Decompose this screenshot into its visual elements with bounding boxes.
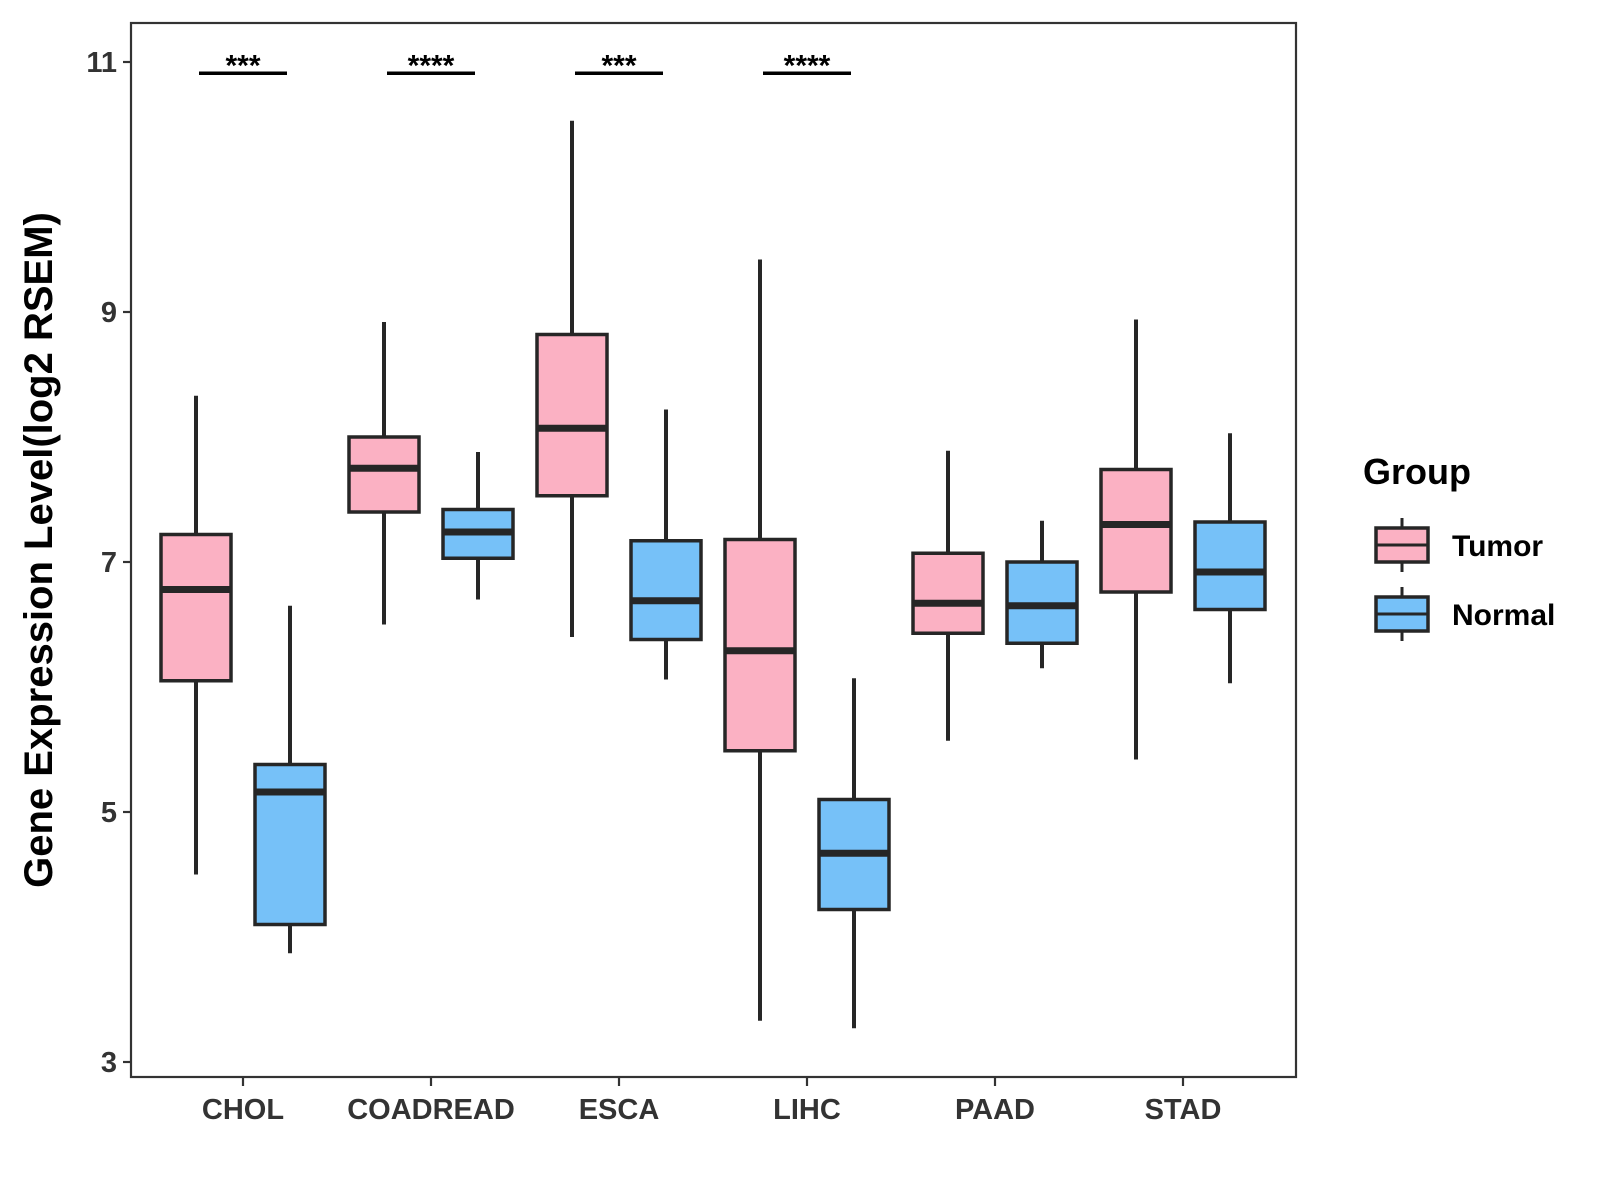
y-tick-label: 5 (101, 797, 117, 829)
y-tick-label: 3 (101, 1047, 117, 1079)
box-body (1193, 520, 1267, 612)
box-tumor-esca (535, 120, 609, 637)
significance-label: *** (225, 49, 260, 82)
box-body (159, 532, 233, 683)
legend: Group Tumor Normal (1363, 451, 1555, 641)
y-tick-label: 9 (101, 297, 117, 329)
box-normal-lihc (817, 678, 891, 1029)
y-axis: 3 5 7 9 11 (86, 47, 131, 1079)
box-tumor-stad (1099, 319, 1173, 760)
legend-label-normal: Normal (1452, 599, 1555, 632)
x-tick-label: ESCA (579, 1094, 660, 1126)
box-body (1099, 467, 1173, 594)
box-normal-coadread (441, 452, 515, 600)
x-tick-label: CHOL (202, 1094, 284, 1126)
box-tumor-paad (911, 450, 985, 741)
box-normal-paad (1005, 520, 1079, 669)
x-tick-label: COADREAD (347, 1094, 515, 1126)
legend-label-tumor: Tumor (1452, 530, 1543, 563)
box-normal-stad (1193, 433, 1267, 684)
x-tick-label: LIHC (773, 1094, 841, 1126)
significance-label: **** (784, 49, 831, 82)
box-tumor-lihc (723, 259, 797, 1021)
box-body (535, 332, 609, 498)
y-axis-title: Gene Expression Level(log2 RSEM) (17, 212, 61, 888)
x-tick-label: STAD (1145, 1094, 1222, 1126)
significance-label: **** (408, 49, 455, 82)
y-tick-label: 7 (101, 547, 117, 579)
box-series (159, 120, 1267, 1029)
box-body (723, 537, 797, 753)
significance-annotations: *** **** *** **** (199, 49, 851, 82)
box-tumor-coadread (347, 322, 421, 625)
box-body (629, 539, 703, 642)
x-axis: CHOL COADREAD ESCA LIHC PAAD STAD (202, 1077, 1221, 1126)
x-tick-label: PAAD (955, 1094, 1035, 1126)
y-tick-label: 11 (86, 47, 117, 79)
box-normal-chol (253, 605, 327, 954)
box-body (911, 551, 985, 635)
legend-title: Group (1363, 451, 1471, 492)
box-tumor-chol (159, 395, 233, 875)
box-body (347, 435, 421, 514)
significance-label: *** (601, 49, 636, 82)
box-normal-esca (629, 409, 703, 680)
